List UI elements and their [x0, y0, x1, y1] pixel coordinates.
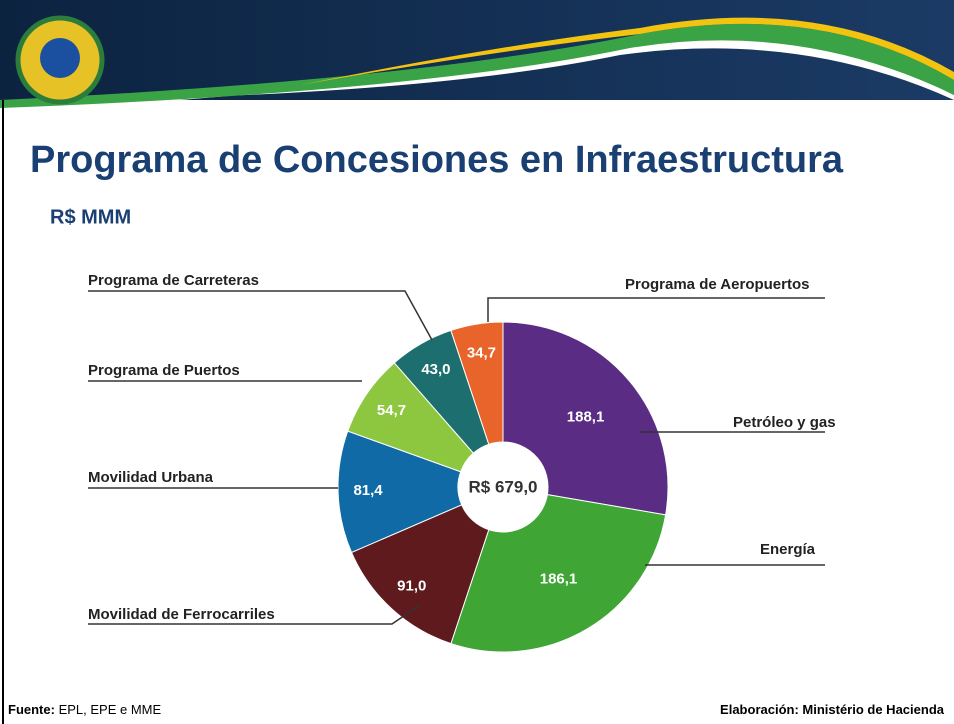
value-label: 34,7 — [467, 345, 496, 362]
category-label: Petróleo y gas — [733, 414, 836, 431]
leader-line — [88, 604, 421, 625]
title: Programa de Concesiones en Infraestructu… — [30, 139, 844, 181]
category-label: Programa de Carreteras — [88, 272, 259, 289]
leader-line — [88, 290, 433, 341]
source-label: Fuente: — [8, 702, 55, 717]
category-label: Programa de Aeropuertos — [625, 276, 810, 293]
subtitle: R$ MMM — [50, 206, 131, 228]
donut-hole — [458, 442, 548, 532]
category-label: Movilidad de Ferrocarriles — [88, 606, 275, 623]
value-label: 54,7 — [377, 402, 406, 419]
leader-line — [487, 297, 825, 322]
center-label: R$ 679,0 — [469, 477, 538, 496]
value-label: 186,1 — [540, 571, 578, 588]
value-label: 81,4 — [353, 482, 383, 499]
category-label: Energía — [760, 541, 816, 558]
category-label: Movilidad Urbana — [88, 469, 214, 486]
value-label: 188,1 — [567, 408, 605, 425]
header-swoosh-green — [0, 23, 954, 108]
emblem-center — [40, 38, 80, 78]
header-swoosh-yellow — [300, 17, 954, 85]
source: Fuente: EPL, EPE e MME — [8, 702, 161, 717]
donut-slice — [502, 321, 669, 516]
value-label: 43,0 — [421, 361, 450, 378]
category-label: Programa de Puertos — [88, 362, 240, 379]
source-text: EPL, EPE e MME — [58, 702, 162, 717]
credit: Elaboración: Ministério de Hacienda — [720, 702, 944, 717]
value-label: 91,0 — [397, 577, 426, 594]
